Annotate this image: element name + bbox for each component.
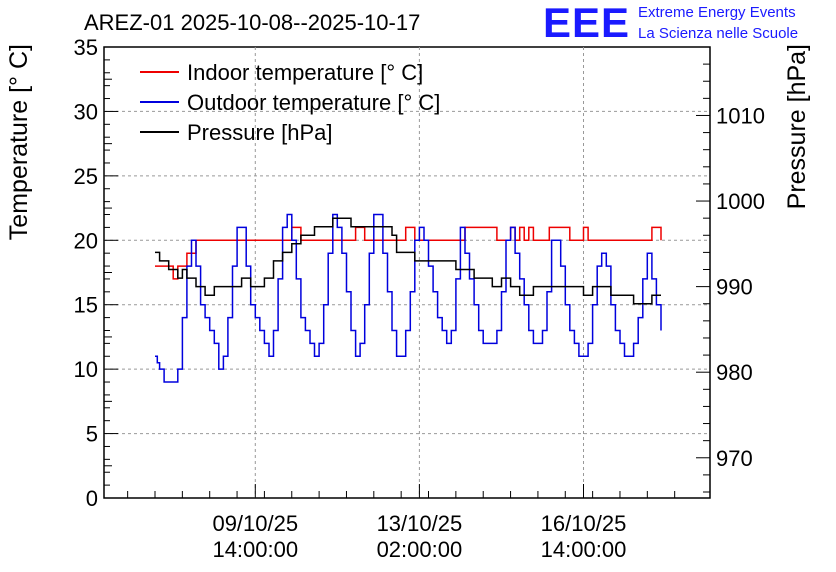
x-tick-date: 09/10/25 <box>212 511 298 536</box>
series-lines <box>155 213 662 383</box>
y-axis-title: Temperature [° C] <box>5 44 33 240</box>
x-tick-date: 16/10/25 <box>541 511 627 536</box>
y-tick-label: 20 <box>74 228 98 253</box>
y-tick-label: 10 <box>74 357 98 382</box>
chart-title: AREZ-01 2025-10-08--2025-10-17 <box>84 10 421 35</box>
series-line-2 <box>155 213 662 383</box>
x-tick-time: 14:00:00 <box>541 537 627 562</box>
x-tick-time: 02:00:00 <box>377 537 463 562</box>
y2-tick-label: 990 <box>716 275 753 300</box>
y-tick-label: 30 <box>74 99 98 124</box>
y-tick-label: 25 <box>74 164 98 189</box>
axes: 051015202530359709809901000101009/10/251… <box>5 35 811 562</box>
y2-tick-label: 970 <box>716 446 753 471</box>
legend-label: Outdoor temperature [° C] <box>187 90 440 115</box>
y-tick-label: 35 <box>74 35 98 60</box>
y2-tick-label: 1010 <box>716 103 765 128</box>
y-tick-label: 15 <box>74 293 98 318</box>
series-line-1 <box>155 226 662 280</box>
y2-tick-label: 980 <box>716 360 753 385</box>
y-tick-label: 5 <box>86 422 98 447</box>
y2-tick-label: 1000 <box>716 189 765 214</box>
series-line-3 <box>155 217 661 305</box>
y-tick-label: 0 <box>86 486 98 511</box>
legend-label: Pressure [hPa] <box>187 120 333 145</box>
brand-line-2: La Scienza nelle Scuole <box>638 25 799 42</box>
x-tick-time: 14:00:00 <box>212 537 298 562</box>
brand-line-1: Extreme Energy Events <box>638 4 796 21</box>
x-tick-date: 13/10/25 <box>377 511 463 536</box>
y2-axis-title: Pressure [hPa] <box>783 44 811 209</box>
legend-label: Indoor temperature [° C] <box>187 60 423 85</box>
legend: Indoor temperature [° C] Outdoor temperat… <box>140 60 440 145</box>
eee-logo: EEE <box>543 0 631 46</box>
